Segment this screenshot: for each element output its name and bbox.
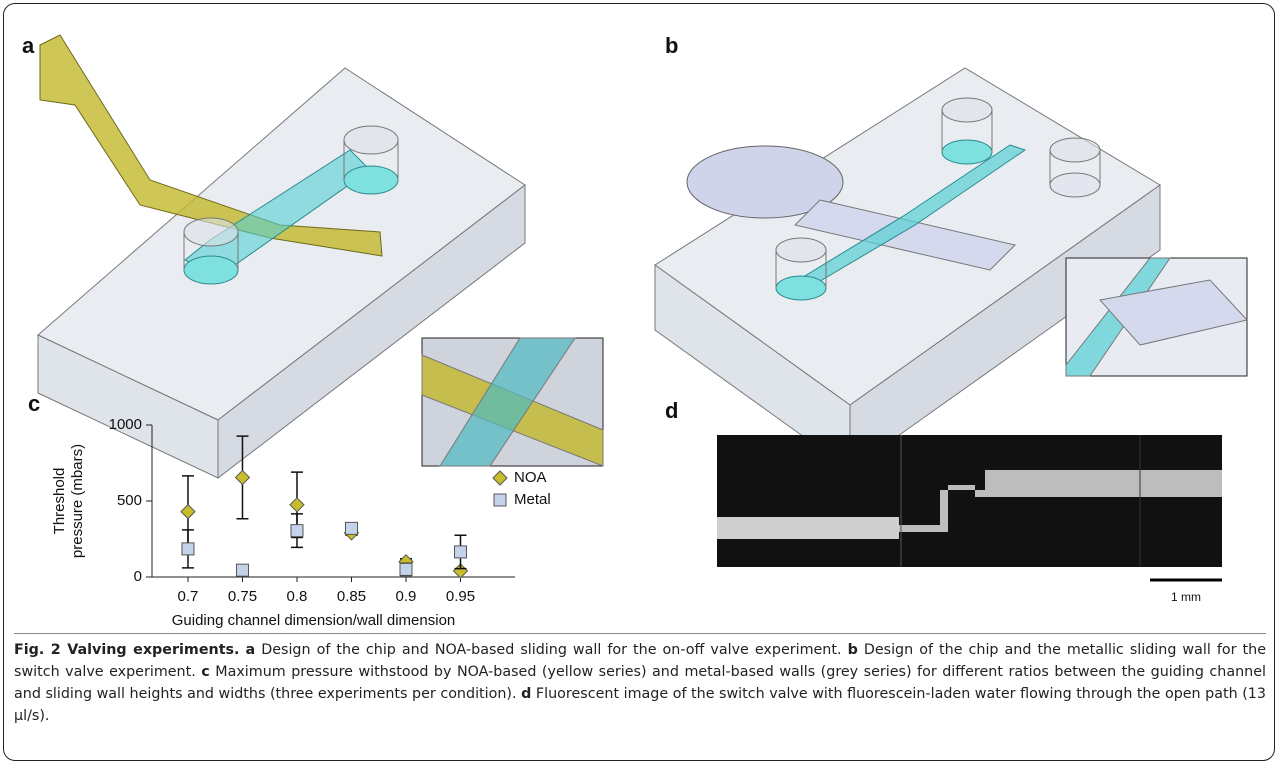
y-axis-label: Threshold (51, 468, 68, 535)
panel-label: b (665, 33, 678, 58)
x-tick-label: 0.75 (228, 588, 257, 605)
y-tick-label: 1000 (109, 416, 142, 433)
figure: a b c d (0, 0, 1282, 633)
x-tick-label: 0.8 (287, 588, 308, 605)
x-axis-label: Guiding channel dimension/wall dimension (172, 612, 456, 629)
x-tick-label: 0.7 (178, 588, 199, 605)
legend-marker (494, 494, 506, 506)
x-tick-label: 0.85 (337, 588, 366, 605)
caption-label: c (201, 664, 209, 680)
fluorescent-image (717, 435, 1222, 580)
data-point (454, 546, 466, 558)
chip-drawing-b (655, 68, 1247, 470)
panel-label: d (665, 398, 678, 423)
panel-label: c (28, 391, 40, 416)
y-axis-label: pressure (mbars) (69, 444, 86, 558)
legend-label: NOA (514, 469, 547, 486)
caption-title: Fig. 2 Valving experiments. (14, 642, 239, 658)
caption-label: d (521, 686, 531, 702)
x-tick-label: 0.9 (396, 588, 417, 605)
data-point (291, 525, 303, 537)
scale-bar-label: 1 mm (1171, 590, 1201, 604)
x-tick-label: 0.95 (446, 588, 475, 605)
caption-text: Design of the chip and NOA-based sliding… (261, 642, 841, 658)
y-tick-label: 0 (134, 568, 142, 585)
data-point (236, 564, 248, 576)
legend-label: Metal (514, 491, 551, 508)
data-point (400, 563, 412, 575)
data-point (181, 505, 195, 519)
page: a b c d (0, 0, 1282, 767)
data-point (290, 498, 304, 512)
data-point (182, 543, 194, 555)
legend-marker (493, 471, 507, 485)
caption: Fig. 2 Valving experiments. a Design of … (14, 633, 1266, 727)
data-point (235, 470, 249, 484)
y-tick-label: 500 (117, 492, 142, 509)
panel-label: a (22, 33, 35, 58)
caption-label: a (246, 642, 256, 658)
chip-drawing-a (38, 35, 603, 478)
caption-label: b (848, 642, 858, 658)
data-point (345, 522, 357, 534)
